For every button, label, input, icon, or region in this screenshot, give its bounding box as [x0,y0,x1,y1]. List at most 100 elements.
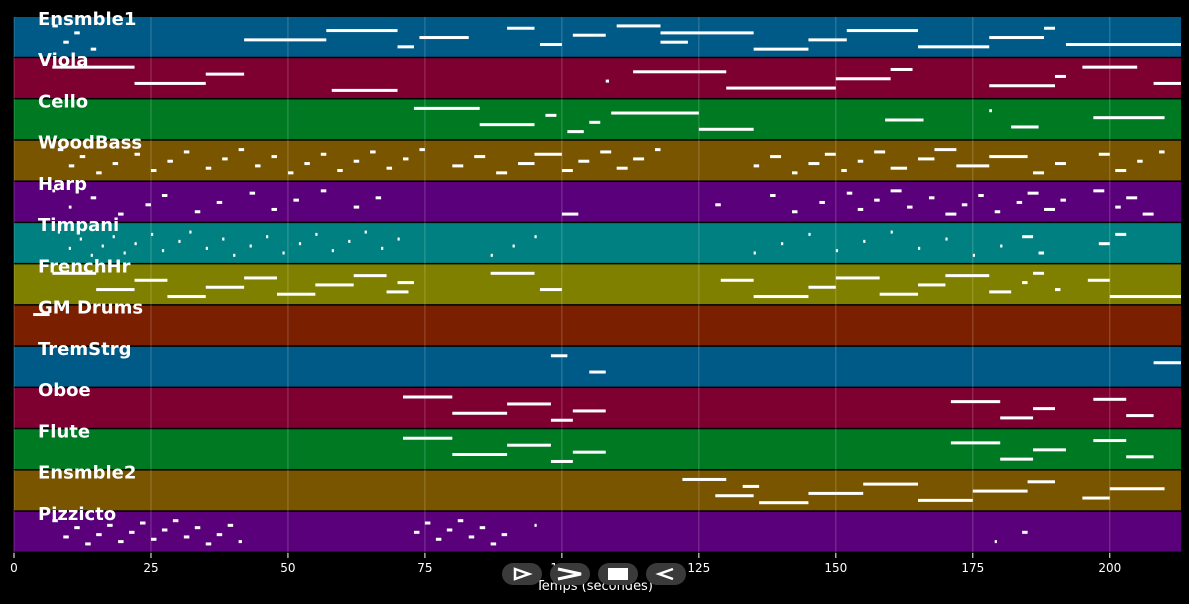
stop-icon [608,568,628,580]
note-segment [501,533,508,537]
note-segment [1126,455,1154,459]
note-segment [134,242,137,246]
note-segment [68,164,75,168]
note-segment [315,232,318,236]
note-segment [846,29,919,33]
note-segment [107,523,113,527]
note-segment [216,200,223,204]
note-segment [452,164,464,168]
note-segment [364,230,367,234]
note-segment [320,152,327,156]
note-segment [386,290,409,294]
note-segment [611,111,699,115]
playback-controls [502,563,686,585]
note-segment [419,148,425,152]
note-segment [403,436,453,440]
note-segment [874,150,886,154]
note-segment [52,65,135,69]
note-segment [561,212,579,216]
note-segment [1093,189,1105,193]
note-segment [1033,448,1066,452]
note-segment [605,79,610,83]
track-band [14,58,1181,98]
note-segment [222,157,228,161]
note-segment [846,191,853,195]
note-segment [726,86,836,90]
note-segment [633,157,645,161]
note-segment [1137,159,1143,163]
note-segment [304,162,310,166]
note-segment [161,249,165,253]
note-segment [1098,152,1110,156]
note-segment [244,38,327,42]
note-segment [424,521,431,525]
track-label: Viola [38,50,88,71]
track-label: Flute [38,421,90,442]
x-tick-label: 200 [1098,561,1121,575]
note-segment [419,36,469,40]
note-segment [1153,361,1181,365]
note-segment [194,526,201,530]
note-segment [934,148,957,152]
note-segment [112,162,119,166]
note-segment [403,395,453,399]
note-segment [1109,487,1165,491]
note-segment [682,477,727,481]
note-segment [331,249,334,253]
note-segment [808,232,811,236]
note-segment [857,207,864,211]
track-band [14,388,1181,428]
note-segment [85,542,91,546]
track-label: Cello [38,91,88,112]
note-segment [1054,162,1066,166]
note-segment [950,441,1001,445]
note-segment [1126,196,1138,200]
note-segment [753,295,809,299]
note-segment [123,251,126,255]
note-segment [835,276,880,280]
note-segment [972,489,1028,493]
note-segment [150,169,157,173]
track-band [14,305,1181,346]
x-tick-label: 50 [280,561,295,575]
note-segment [572,450,606,454]
fast-forward-button[interactable] [550,563,590,585]
play-button[interactable] [502,563,542,585]
note-segment [183,535,190,539]
note-segment [145,203,151,207]
note-segment [222,237,225,241]
note-segment [753,47,809,51]
note-segment [205,246,208,250]
rewind-button[interactable] [646,563,686,585]
note-segment [1142,212,1154,216]
note-segment [468,535,475,539]
note-segment [178,239,181,243]
note-segment [52,24,58,28]
note-segment [134,81,206,85]
note-segment [1044,26,1055,30]
note-segment [918,45,990,49]
note-segment [770,193,776,197]
note-segment [890,67,913,71]
note-segment [1153,81,1181,85]
stop-button[interactable] [598,563,638,585]
note-segment [129,530,135,534]
note-segment [79,237,82,241]
note-segment [978,193,984,197]
note-segment [238,540,242,544]
note-segment [720,278,754,282]
note-segment [255,164,261,168]
note-segment [1093,439,1127,443]
note-segment [474,155,486,159]
note-segment [63,535,69,539]
note-segment [698,127,754,131]
note-segment [118,540,124,544]
note-segment [397,281,414,285]
note-segment [74,31,80,35]
note-segment [890,166,908,170]
note-segment [57,148,64,152]
note-segment [1000,416,1034,420]
note-segment [660,31,754,35]
note-segment [808,491,864,495]
note-segment [249,244,252,248]
